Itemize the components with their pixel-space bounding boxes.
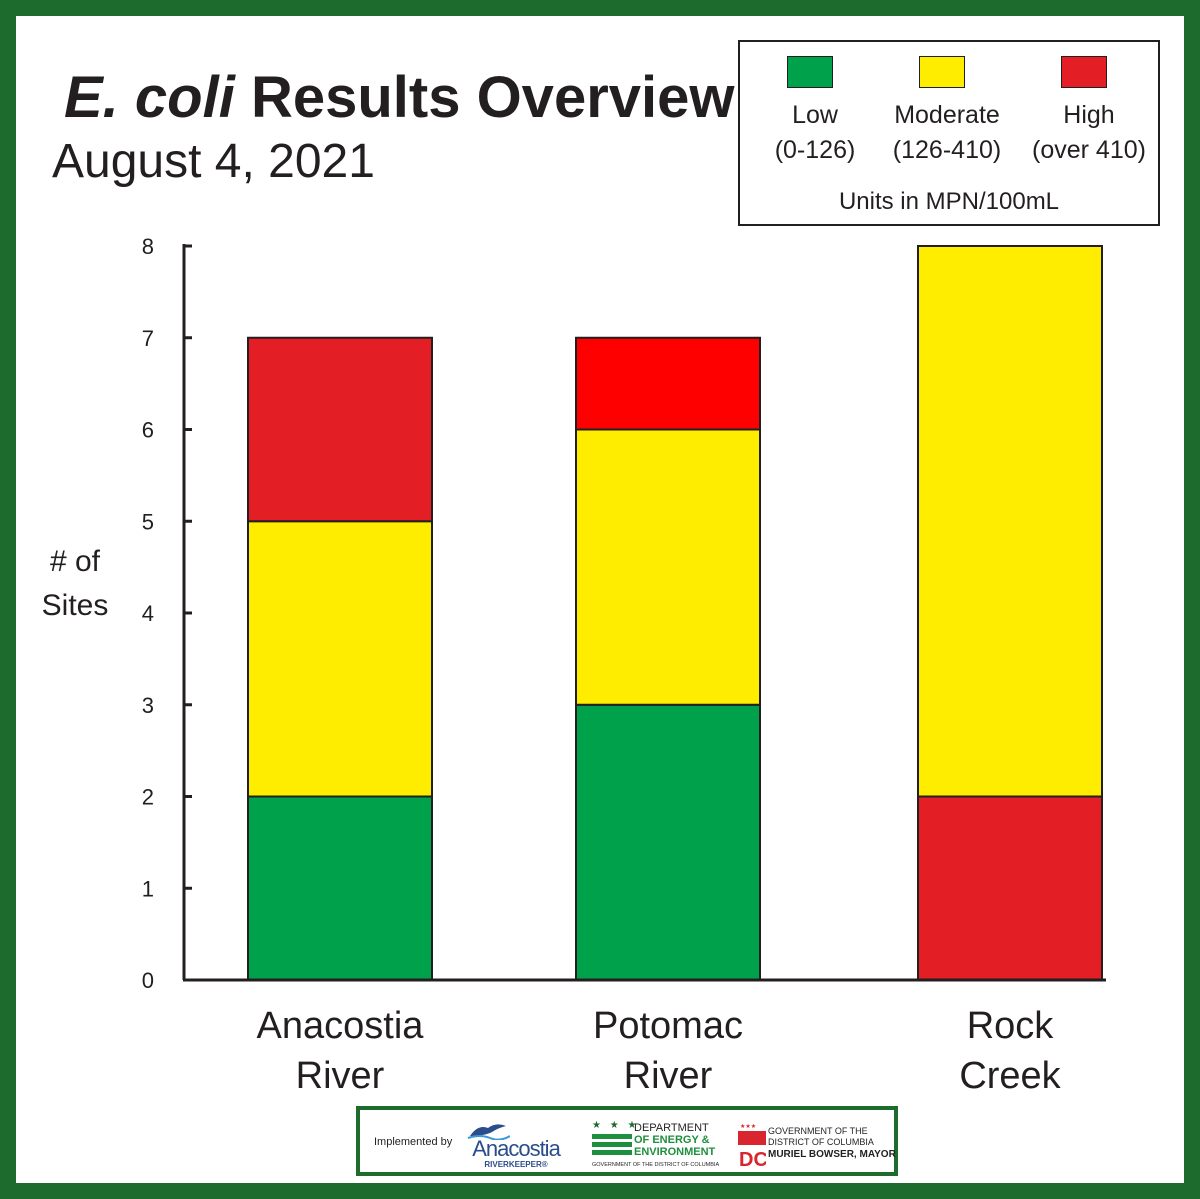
legend-swatch-moderate — [919, 56, 965, 88]
svg-text:DC: DC — [739, 1149, 766, 1168]
x-category-label-2-line-2: Creek — [959, 1055, 1061, 1097]
doee-bars-icon — [592, 1134, 632, 1155]
legend-range-low: (0-126) — [774, 136, 856, 164]
svg-text:★★★: ★★★ — [740, 1123, 756, 1130]
doee-line-1: DEPARTMENT — [634, 1122, 709, 1134]
doee-line-4: GOVERNMENT OF THE DISTRICT OF COLUMBIA — [592, 1162, 720, 1168]
dc-line-3: MURIEL BOWSER, MAYOR — [768, 1149, 896, 1160]
y-axis-label-line-2: Sites — [41, 589, 109, 622]
y-tick-label-5: 5 — [142, 509, 154, 534]
y-tick-label-1: 1 — [142, 876, 154, 901]
bar-potomac-river-low — [575, 703, 761, 981]
y-tick-label-6: 6 — [142, 418, 154, 443]
y-tick-label-0: 0 — [142, 968, 154, 993]
x-category-label-1-line-1: Potomac — [593, 1005, 743, 1047]
y-tick-label-7: 7 — [142, 326, 154, 351]
dc-line-1: GOVERNMENT OF THE — [768, 1126, 868, 1136]
x-category-label-2-line-1: Rock — [967, 1005, 1055, 1047]
x-category-label-0-line-2: River — [296, 1055, 385, 1097]
y-axis-label: # of Sites — [34, 540, 116, 628]
bar-potomac-river-moderate — [575, 428, 761, 706]
implemented-by-text: Implemented by — [374, 1136, 453, 1148]
doee-line-3: ENVIRONMENT — [634, 1146, 716, 1158]
legend-label-moderate: Moderate — [894, 101, 1000, 129]
heron-icon — [467, 1124, 510, 1140]
dc-flag-icon: ★★★ DC — [738, 1123, 766, 1168]
legend-label-low: Low — [792, 101, 838, 129]
bar-anacostia-river-moderate — [247, 520, 433, 798]
bar-rock-creek-high — [917, 795, 1103, 981]
anacostia-riverkeeper-logo: Anacostia RIVERKEEPER® — [460, 1120, 572, 1170]
chart-title: E. coli Results Overview — [64, 64, 735, 131]
doee-logo: ★ ★ ★ DEPARTMENT OF ENERGY & ENVIRONMENT… — [590, 1120, 722, 1170]
doee-line-2: OF ENERGY & — [634, 1134, 710, 1146]
chart-title-italic: E. coli — [64, 65, 235, 130]
bar-anacostia-river-high — [247, 336, 433, 523]
bar-anacostia-river-low — [247, 795, 433, 981]
x-category-label-1-line-2: River — [624, 1055, 713, 1097]
bar-rock-creek-moderate — [917, 245, 1103, 798]
dc-government-logo: ★★★ DC GOVERNMENT OF THE DISTRICT OF COL… — [736, 1120, 896, 1170]
y-tick-label-8: 8 — [142, 234, 154, 259]
legend-range-moderate: (126-410) — [892, 136, 1002, 164]
anacostia-logo-name: Anacostia — [472, 1136, 561, 1161]
dc-line-2: DISTRICT OF COLUMBIA — [768, 1137, 874, 1147]
legend-units: Units in MPN/100mL — [838, 188, 1060, 215]
y-tick-label-2: 2 — [142, 785, 154, 810]
bar-potomac-river-high — [575, 336, 761, 431]
chart-title-rest: Results Overview — [234, 65, 735, 130]
x-category-label-0-line-1: Anacostia — [257, 1005, 425, 1047]
partner-logos-footer: Implemented by Anacostia RIVERKEEPER® ★ … — [356, 1106, 898, 1176]
stacked-bar-chart: 0 1 2 3 4 5 6 7 8 Anacostia River Potomac River Rock C… — [142, 234, 1106, 1097]
legend-range-high: (over 410) — [1032, 136, 1146, 164]
doee-stars-icon: ★ ★ ★ — [592, 1120, 640, 1131]
legend-swatch-low — [787, 56, 833, 88]
y-tick-label-4: 4 — [142, 601, 154, 626]
legend-label-high: High — [1063, 101, 1115, 129]
chart-subtitle: August 4, 2021 — [52, 135, 375, 188]
y-axis-label-line-1: # of — [49, 545, 101, 578]
y-tick-label-3: 3 — [142, 693, 154, 718]
legend: Low (0-126) Moderate (126-410) High (ove… — [738, 40, 1160, 226]
anacostia-logo-sub: RIVERKEEPER® — [484, 1160, 548, 1169]
legend-swatch-high — [1061, 56, 1107, 88]
